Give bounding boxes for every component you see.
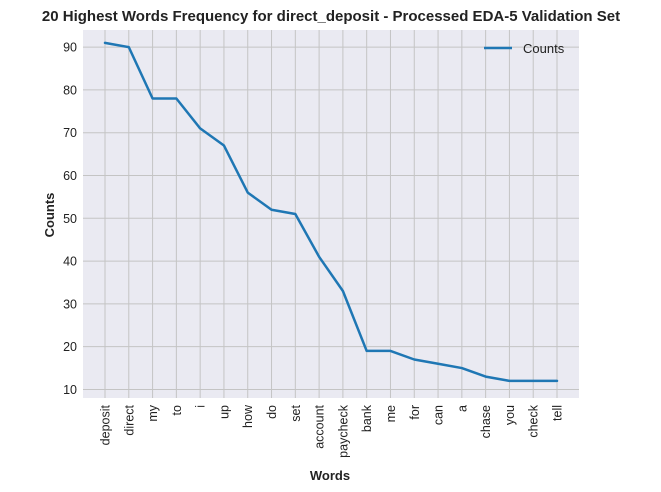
y-axis-label: Counts (42, 193, 57, 238)
y-tick-label: 70 (63, 126, 77, 140)
x-axis-label: Words (310, 468, 350, 483)
x-tick-label: to (170, 405, 184, 415)
x-tick-label: check (527, 404, 541, 437)
plot-area (83, 30, 579, 398)
x-tick-label: bank (360, 404, 374, 432)
series-line-counts (103, 41, 559, 383)
x-tick-label: set (289, 404, 303, 421)
x-tick-label: for (408, 405, 422, 420)
chart-title: 20 Highest Words Frequency for direct_de… (42, 8, 620, 25)
x-tick-label: do (265, 405, 279, 419)
x-axis-ticks: deposit direct my to i up how do set account paych… (99, 404, 565, 458)
x-tick-label: account (313, 404, 327, 448)
x-tick-label: direct (122, 404, 136, 435)
x-tick-label: deposit (99, 404, 113, 445)
x-tick-label: you (503, 405, 517, 425)
x-tick-label: paycheck (336, 404, 350, 458)
y-axis-ticks: 10 20 30 40 50 60 70 80 90 (63, 41, 77, 397)
y-tick-label: 60 (63, 169, 77, 183)
x-tick-label: i (194, 405, 208, 408)
y-tick-label: 80 (63, 83, 77, 97)
y-tick-label: 20 (63, 340, 77, 354)
legend: Counts (484, 41, 565, 56)
x-tick-label: up (217, 405, 231, 419)
y-tick-label: 10 (63, 383, 77, 397)
x-tick-label: my (146, 404, 160, 421)
x-tick-label: how (241, 404, 255, 428)
y-tick-label: 90 (63, 41, 77, 55)
legend-label-counts: Counts (523, 41, 565, 56)
y-tick-label: 30 (63, 297, 77, 311)
y-tick-label: 50 (63, 212, 77, 226)
x-tick-label: a (455, 405, 469, 412)
x-tick-label: me (384, 405, 398, 422)
y-tick-label: 40 (63, 255, 77, 269)
x-tick-label: tell (551, 405, 565, 421)
x-tick-label: can (432, 405, 446, 425)
x-tick-label: chase (479, 405, 493, 438)
